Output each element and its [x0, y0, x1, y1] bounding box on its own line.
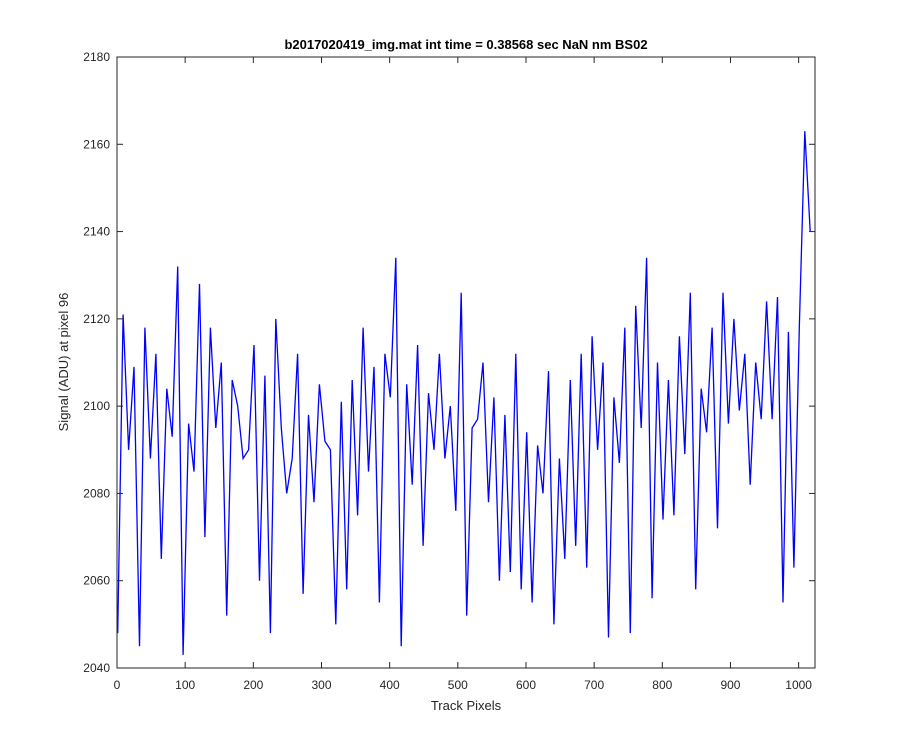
- chart-title: b2017020419_img.mat int time = 0.38568 s…: [284, 37, 647, 52]
- x-tick-label: 700: [584, 678, 604, 692]
- x-tick-label: 800: [652, 678, 672, 692]
- x-tick-label: 400: [380, 678, 400, 692]
- y-tick-label: 2180: [83, 50, 110, 64]
- y-tick-label: 2040: [83, 661, 110, 675]
- x-tick-label: 300: [311, 678, 331, 692]
- axes-box: [116, 56, 816, 669]
- x-tick-label: 500: [448, 678, 468, 692]
- y-tick-label: 2100: [83, 399, 110, 413]
- x-axis-label: Track Pixels: [431, 698, 502, 713]
- x-tick-label: 0: [114, 678, 121, 692]
- y-tick-label: 2160: [83, 137, 110, 151]
- x-tick-label: 1000: [785, 678, 812, 692]
- x-tick-label: 100: [175, 678, 195, 692]
- x-tick-label: 900: [720, 678, 740, 692]
- y-axis-label: Signal (ADU) at pixel 96: [56, 293, 71, 432]
- signal-series-line: [117, 131, 811, 655]
- y-tick-label: 2060: [83, 574, 110, 588]
- x-tick-label: 600: [516, 678, 536, 692]
- y-tick-label: 2120: [83, 312, 110, 326]
- x-tick-label: 200: [243, 678, 263, 692]
- y-tick-label: 2080: [83, 486, 110, 500]
- y-tick-label: 2140: [83, 225, 110, 239]
